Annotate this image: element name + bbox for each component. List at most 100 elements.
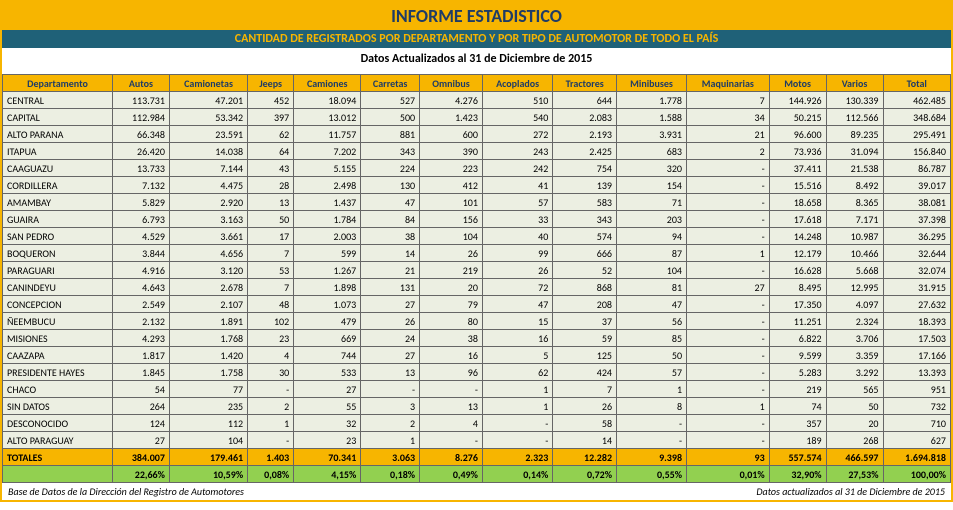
- value-cell: 1.073: [294, 296, 361, 313]
- value-cell: 96: [420, 364, 483, 381]
- value-cell: 38: [420, 330, 483, 347]
- value-cell: 16: [482, 330, 552, 347]
- value-cell: 223: [420, 160, 483, 177]
- value-cell: 15.516: [769, 177, 826, 194]
- value-cell: 1: [482, 381, 552, 398]
- value-cell: 101: [420, 194, 483, 211]
- value-cell: 26: [553, 398, 617, 415]
- value-cell: 57: [617, 364, 687, 381]
- value-cell: 139: [553, 177, 617, 194]
- value-cell: 112.566: [826, 109, 883, 126]
- value-cell: -: [482, 415, 552, 432]
- value-cell: 4: [248, 347, 294, 364]
- value-cell: 710: [883, 415, 951, 432]
- value-cell: 500: [361, 109, 420, 126]
- value-cell: -: [687, 177, 770, 194]
- column-header: Jeeps: [248, 75, 294, 92]
- percent-value: 0,14%: [482, 466, 552, 483]
- value-cell: 55: [294, 398, 361, 415]
- value-cell: -: [687, 194, 770, 211]
- dept-cell: ALTO PARAGUAY: [3, 432, 113, 449]
- value-cell: 53.342: [169, 109, 247, 126]
- table-row: CAAZAPA1.8171.42047442716512550-9.5993.3…: [3, 347, 951, 364]
- value-cell: 1: [687, 398, 770, 415]
- value-cell: 4.656: [169, 245, 247, 262]
- value-cell: 50: [617, 347, 687, 364]
- value-cell: 47.201: [169, 92, 247, 109]
- value-cell: 125: [553, 347, 617, 364]
- value-cell: 21.538: [826, 160, 883, 177]
- value-cell: 156: [420, 211, 483, 228]
- column-header: Camionetas: [169, 75, 247, 92]
- value-cell: 4.293: [113, 330, 170, 347]
- value-cell: 6.822: [769, 330, 826, 347]
- column-header: Carretas: [361, 75, 420, 92]
- value-cell: 26: [420, 245, 483, 262]
- value-cell: 189: [769, 432, 826, 449]
- value-cell: 113.731: [113, 92, 170, 109]
- totals-value: 8.276: [420, 449, 483, 466]
- value-cell: 48: [248, 296, 294, 313]
- value-cell: 4: [420, 415, 483, 432]
- value-cell: 31.915: [883, 279, 951, 296]
- value-cell: 320: [617, 160, 687, 177]
- value-cell: 6.793: [113, 211, 170, 228]
- value-cell: 8: [617, 398, 687, 415]
- value-cell: 2: [361, 415, 420, 432]
- column-header: Acoplados: [482, 75, 552, 92]
- value-cell: -: [420, 432, 483, 449]
- value-cell: 424: [553, 364, 617, 381]
- percent-value: [3, 466, 113, 483]
- value-cell: 5.155: [294, 160, 361, 177]
- value-cell: 7: [553, 381, 617, 398]
- value-cell: 627: [883, 432, 951, 449]
- value-cell: 219: [769, 381, 826, 398]
- report-subtitle: CANTIDAD DE REGISTRADOS POR DEPARTAMENTO…: [2, 32, 951, 46]
- value-cell: 62: [482, 364, 552, 381]
- dept-cell: DESCONOCIDO: [3, 415, 113, 432]
- value-cell: 1.784: [294, 211, 361, 228]
- value-cell: 7.144: [169, 160, 247, 177]
- value-cell: -: [248, 432, 294, 449]
- value-cell: -: [687, 313, 770, 330]
- dept-cell: SIN DATOS: [3, 398, 113, 415]
- column-header: Tractores: [553, 75, 617, 92]
- value-cell: 3.931: [617, 126, 687, 143]
- value-cell: 951: [883, 381, 951, 398]
- value-cell: 1.891: [169, 313, 247, 330]
- value-cell: 510: [482, 92, 552, 109]
- value-cell: -: [687, 364, 770, 381]
- value-cell: 14.248: [769, 228, 826, 245]
- value-cell: 54: [113, 381, 170, 398]
- value-cell: 881: [361, 126, 420, 143]
- value-cell: 27: [113, 432, 170, 449]
- value-cell: 1.778: [617, 92, 687, 109]
- value-cell: 2.425: [553, 143, 617, 160]
- value-cell: -: [687, 296, 770, 313]
- value-cell: 34: [687, 109, 770, 126]
- value-cell: 3.163: [169, 211, 247, 228]
- dept-cell: CAAGUAZU: [3, 160, 113, 177]
- value-cell: 24: [361, 330, 420, 347]
- percent-value: 0,08%: [248, 466, 294, 483]
- value-cell: 5.829: [113, 194, 170, 211]
- dept-cell: CORDILLERA: [3, 177, 113, 194]
- value-cell: 7.171: [826, 211, 883, 228]
- value-cell: 2.324: [826, 313, 883, 330]
- table-row: CONCEPCION2.5492.107481.07327794720847-1…: [3, 296, 951, 313]
- value-cell: 79: [420, 296, 483, 313]
- value-cell: 7: [248, 245, 294, 262]
- value-cell: 72: [482, 279, 552, 296]
- footer-left: Base de Datos de la Dirección del Regist…: [8, 485, 244, 498]
- totals-row: TOTALES384.007179.4611.40370.3413.0638.2…: [3, 449, 951, 466]
- dept-cell: GUAIRA: [3, 211, 113, 228]
- value-cell: -: [687, 211, 770, 228]
- value-cell: 12.179: [769, 245, 826, 262]
- value-cell: 16: [420, 347, 483, 364]
- value-cell: 343: [553, 211, 617, 228]
- value-cell: 21: [687, 126, 770, 143]
- value-cell: 16.628: [769, 262, 826, 279]
- dept-cell: BOQUERON: [3, 245, 113, 262]
- date-line: Datos Actualizados al 31 de Diciembre de…: [2, 52, 951, 66]
- date-band: Datos Actualizados al 31 de Diciembre de…: [2, 48, 951, 74]
